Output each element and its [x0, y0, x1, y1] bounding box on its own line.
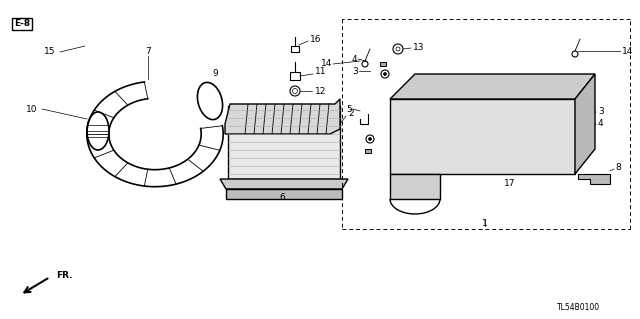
Polygon shape: [390, 74, 595, 99]
Text: 5: 5: [346, 105, 352, 114]
FancyBboxPatch shape: [290, 72, 300, 80]
FancyBboxPatch shape: [291, 46, 299, 52]
Text: 7: 7: [145, 47, 151, 56]
Text: TL54B0100: TL54B0100: [557, 302, 600, 311]
Circle shape: [369, 137, 371, 140]
Polygon shape: [390, 99, 575, 174]
Text: 2: 2: [348, 109, 354, 118]
Text: 3: 3: [598, 107, 604, 115]
Text: 11: 11: [315, 68, 326, 77]
Text: 1: 1: [482, 219, 488, 228]
Text: 4: 4: [351, 55, 357, 63]
Circle shape: [383, 72, 387, 76]
Polygon shape: [575, 74, 595, 174]
Text: 15: 15: [44, 48, 56, 56]
Text: 12: 12: [315, 86, 326, 95]
Text: 3: 3: [352, 66, 358, 76]
Polygon shape: [220, 179, 348, 189]
Polygon shape: [226, 189, 342, 199]
Text: 8: 8: [615, 162, 621, 172]
Polygon shape: [228, 106, 340, 179]
Polygon shape: [390, 174, 440, 199]
Text: 17: 17: [504, 180, 516, 189]
Text: 16: 16: [310, 34, 321, 43]
FancyBboxPatch shape: [365, 149, 371, 153]
Polygon shape: [578, 174, 610, 184]
FancyBboxPatch shape: [380, 62, 386, 66]
Text: 9: 9: [212, 70, 218, 78]
Text: 14: 14: [321, 60, 332, 69]
Polygon shape: [225, 99, 340, 134]
Text: 4: 4: [598, 120, 604, 129]
Text: 6: 6: [279, 192, 285, 202]
Text: 10: 10: [26, 105, 38, 114]
Text: 14: 14: [622, 47, 634, 56]
Text: E-8: E-8: [14, 19, 30, 28]
Text: 13: 13: [413, 42, 424, 51]
Text: FR.: FR.: [56, 271, 72, 279]
